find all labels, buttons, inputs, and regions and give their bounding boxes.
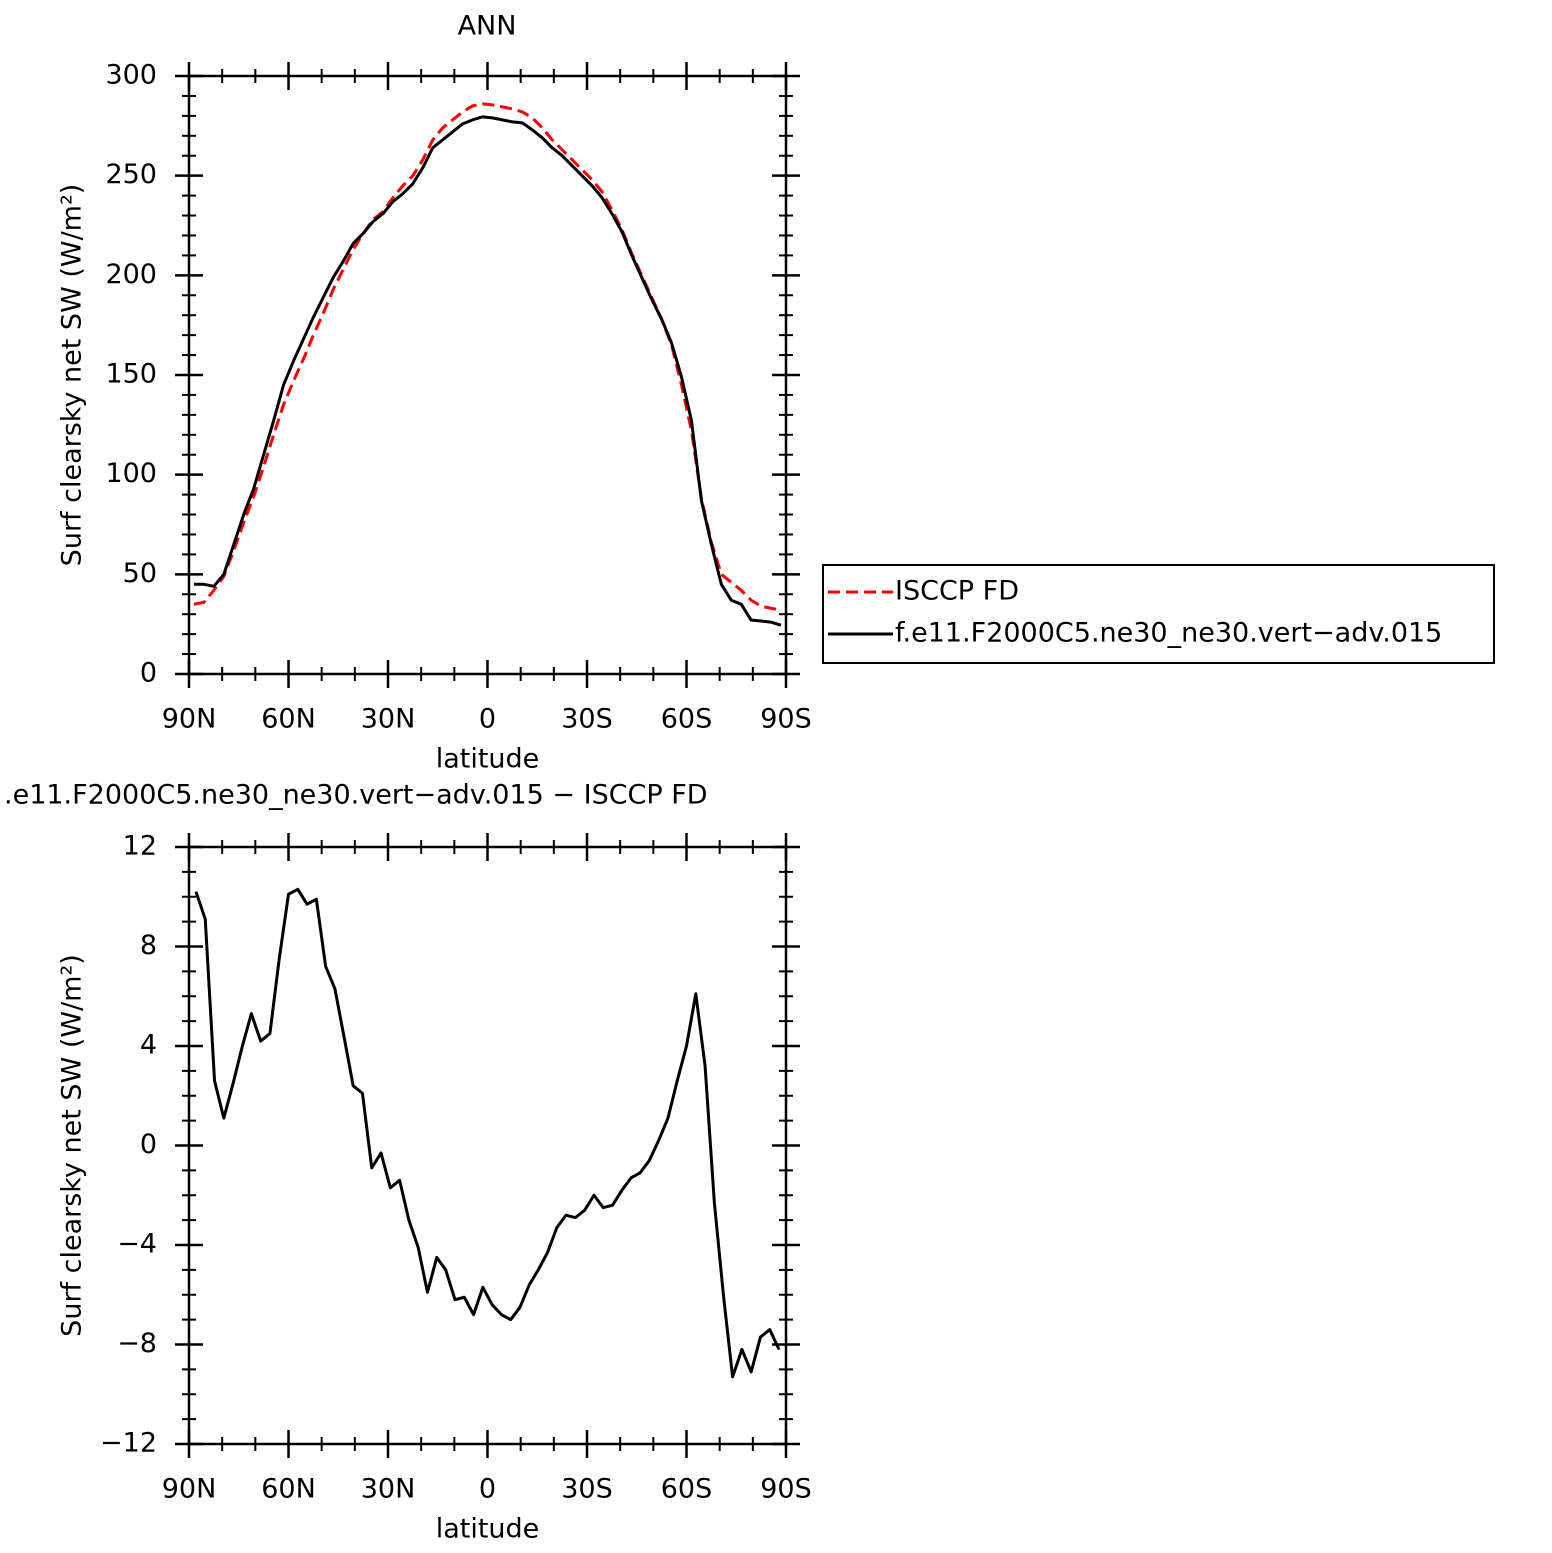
y-tick-label: 50	[123, 558, 157, 589]
y-tick-label: 150	[105, 359, 157, 390]
data-line	[193, 115, 782, 627]
legend-label: ISCCP FD	[895, 576, 1019, 607]
chart-panel: .e11.F2000C5.ne30_ne30.vert−adv.015 − IS…	[4, 780, 812, 1545]
y-tick-label: 250	[105, 159, 157, 190]
y-axis-label: Surf clearsky net SW (W/m²)	[57, 954, 88, 1337]
x-tick-label: 30S	[561, 704, 613, 735]
y-tick-label: −4	[117, 1229, 157, 1260]
chart-title: .e11.F2000C5.ne30_ne30.vert−adv.015 − IS…	[4, 780, 708, 811]
y-tick-label: −12	[100, 1428, 157, 1459]
y-tick-label: 0	[140, 1129, 157, 1160]
x-tick-label: 30N	[361, 1474, 416, 1505]
x-tick-label: 0	[479, 1474, 496, 1505]
y-axis-label: Surf clearsky net SW (W/m²)	[57, 184, 88, 567]
x-tick-label: 90S	[760, 1474, 812, 1505]
y-tick-label: 4	[140, 1030, 157, 1061]
plot-frame	[187, 845, 788, 1446]
y-tick-label: 200	[105, 259, 157, 290]
chart-panel: ANN latitude Surf clearsky net SW (W/m²) 0 5…	[57, 11, 1495, 775]
chart-title: ANN	[458, 11, 517, 42]
legend-box	[822, 564, 1495, 664]
x-tick-label: 90N	[162, 704, 217, 735]
x-tick-label: 30S	[561, 1474, 613, 1505]
legend-label: f.e11.F2000C5.ne30_ne30.vert−adv.015	[895, 618, 1442, 649]
y-tick-label: 300	[105, 60, 157, 91]
y-tick-label: 8	[140, 930, 157, 961]
y-tick-label: 100	[105, 458, 157, 489]
data-line	[194, 887, 781, 1379]
x-tick-label: 90S	[760, 704, 812, 735]
x-tick-label: 0	[479, 704, 496, 735]
x-tick-label: 60N	[261, 1474, 316, 1505]
x-tick-label: 60S	[661, 704, 713, 735]
y-tick-label: 0	[140, 658, 157, 689]
y-tick-label: 12	[123, 831, 157, 862]
y-tick-label: −8	[117, 1328, 157, 1359]
x-tick-label: 60S	[661, 1474, 713, 1505]
x-axis-label: latitude	[436, 744, 540, 775]
data-line	[193, 102, 782, 612]
x-tick-label: 30N	[361, 704, 416, 735]
plot-frame	[187, 74, 788, 676]
x-tick-label: 90N	[162, 1474, 217, 1505]
x-tick-label: 60N	[261, 704, 316, 735]
x-axis-label: latitude	[436, 1514, 540, 1545]
